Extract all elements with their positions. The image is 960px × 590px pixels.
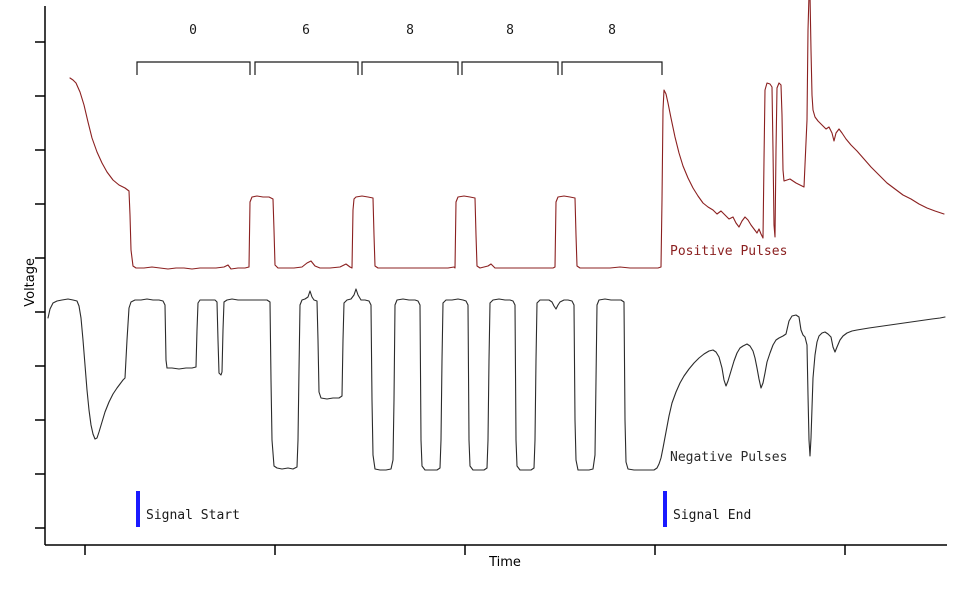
bit-group-label-2: 6 <box>302 23 310 38</box>
signal-end-label: Signal End <box>673 508 752 523</box>
positive-series-label: Positive Pulses <box>670 244 788 259</box>
negative-series-label: Negative Pulses <box>670 450 788 465</box>
bit-group-label-5: 8 <box>608 23 616 38</box>
bit-group-label-1: 0 <box>189 23 197 38</box>
signal-start-label: Signal Start <box>146 508 240 523</box>
x-axis-label: Time <box>489 555 521 570</box>
y-axis-label: Voltage <box>23 258 38 307</box>
bit-group-label-4: 8 <box>506 23 514 38</box>
bit-group-label-3: 8 <box>406 23 414 38</box>
